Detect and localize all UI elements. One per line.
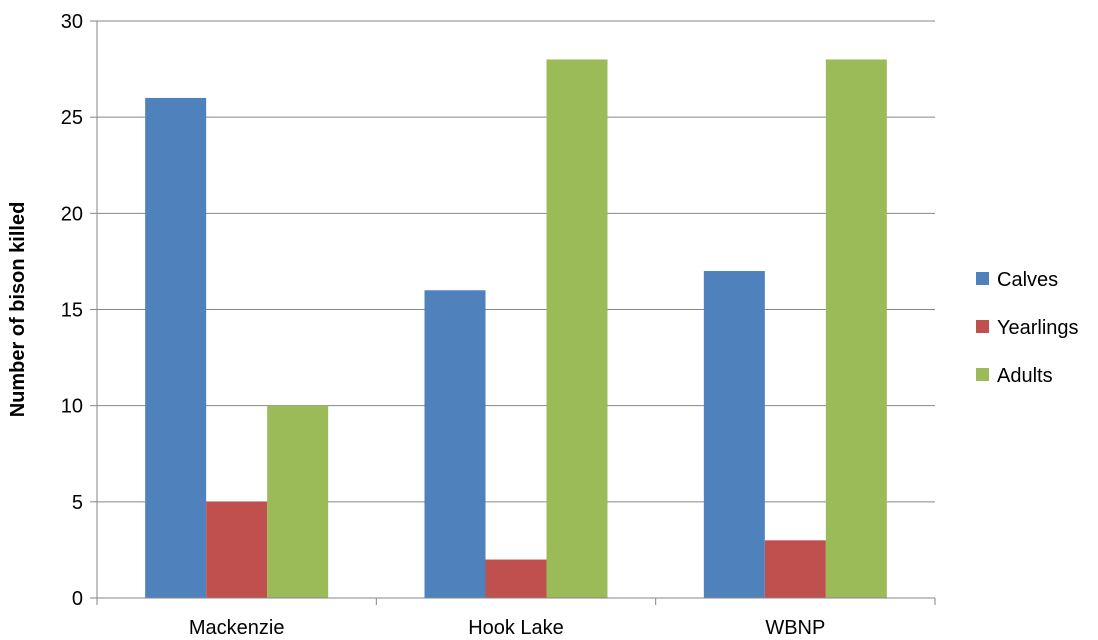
y-tick-label-5: 5 [72,492,83,514]
legend-swatch-calves [976,272,989,285]
legend-swatch-adults [976,368,989,381]
bar-adults-hook-lake [546,59,608,598]
bar-adults-wbnp [825,59,887,598]
y-tick-label-30: 30 [61,11,83,33]
axes: 0 5 10 15 20 25 30 Mackenzie Hook Lake WBNP [61,11,936,639]
bar-yearlings-wbnp [764,540,826,598]
x-tick-label-mackenzie: Mackenzie [189,617,285,639]
y-tick-label-0: 0 [72,588,83,610]
y-tick-label-15: 15 [61,300,83,322]
bars [145,59,887,598]
y-tick-label-10: 10 [61,396,83,418]
y-axis-title: Number of bison killed [7,202,29,418]
bar-yearlings-hook-lake [485,559,547,598]
bar-adults-mackenzie [267,405,329,598]
y-tick-label-25: 25 [61,107,83,129]
bar-calves-hook-lake [424,290,486,598]
bar-calves-wbnp [703,271,765,598]
legend-label-yearlings: Yearlings [997,317,1079,339]
y-tick-label-20: 20 [61,203,83,225]
bar-yearlings-mackenzie [206,501,268,598]
gridlines [97,20,935,503]
x-tick-label-wbnp: WBNP [765,617,825,639]
bar-calves-mackenzie [145,97,207,598]
x-tick-label-hook-lake: Hook Lake [468,617,564,639]
legend-swatch-yearlings [976,320,989,333]
legend: Calves Yearlings Adults [976,269,1079,387]
legend-label-adults: Adults [997,365,1053,387]
legend-label-calves: Calves [997,269,1058,291]
